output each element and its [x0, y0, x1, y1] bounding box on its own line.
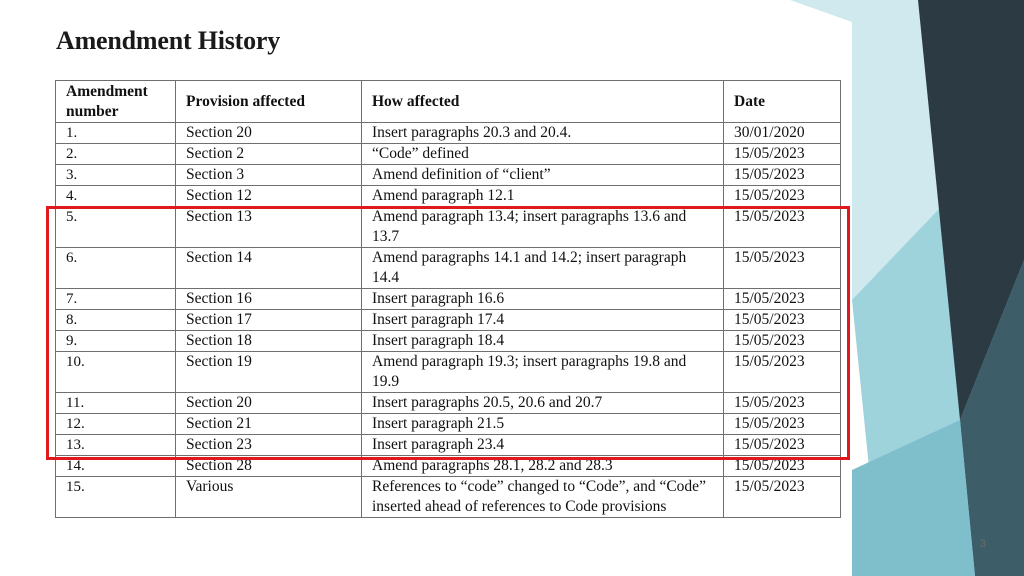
amendment-number-cell: 1.	[55, 122, 176, 144]
date-cell: 15/05/2023	[723, 206, 841, 248]
amendment-number-cell: 4.	[55, 185, 176, 207]
header-provision-affected: Provision affected	[175, 80, 362, 123]
date-cell: 30/01/2020	[723, 122, 841, 144]
amendment-number-cell: 3.	[55, 164, 176, 186]
red-highlight-box	[46, 206, 850, 460]
provision-cell: Section 28	[175, 455, 362, 477]
date-cell: 15/05/2023	[723, 330, 841, 352]
provision-cell: Section 18	[175, 330, 362, 352]
how-affected-cell: Insert paragraphs 20.3 and 20.4.	[361, 122, 724, 144]
header-amendment-number: Amendment number	[55, 80, 176, 123]
table-row: 5. Section 13 Amend paragraph 13.4; inse…	[55, 206, 841, 248]
table-row: 15. Various References to “code” changed…	[55, 476, 841, 518]
table-row: 1. Section 20 Insert paragraphs 20.3 and…	[55, 122, 841, 144]
table-row: 2. Section 2 “Code” defined 15/05/2023	[55, 143, 841, 165]
provision-cell: Section 23	[175, 434, 362, 456]
provision-cell: Section 3	[175, 164, 362, 186]
provision-cell: Section 14	[175, 247, 362, 289]
date-cell: 15/05/2023	[723, 288, 841, 310]
table-row: 3. Section 3 Amend definition of “client…	[55, 164, 841, 186]
provision-cell: Section 20	[175, 122, 362, 144]
how-affected-cell: “Code” defined	[361, 143, 724, 165]
date-cell: 15/05/2023	[723, 476, 841, 518]
decor-shape-mid-teal	[852, 420, 975, 576]
table-row: 7. Section 16 Insert paragraph 16.6 15/0…	[55, 288, 841, 310]
date-cell: 15/05/2023	[723, 392, 841, 414]
decor-shape-dark-band	[918, 0, 1024, 420]
table-row: 13. Section 23 Insert paragraph 23.4 15/…	[55, 434, 841, 456]
how-affected-cell: Amend paragraph 12.1	[361, 185, 724, 207]
header-how-affected: How affected	[361, 80, 724, 123]
slide-title: Amendment History	[56, 26, 281, 55]
how-affected-cell: Insert paragraph 16.6	[361, 288, 724, 310]
how-affected-cell: References to “code” changed to “Code”, …	[361, 476, 724, 518]
table-row: 4. Section 12 Amend paragraph 12.1 15/05…	[55, 185, 841, 207]
header-date: Date	[723, 80, 841, 123]
amendment-number-cell: 2.	[55, 143, 176, 165]
date-cell: 15/05/2023	[723, 247, 841, 289]
date-cell: 15/05/2023	[723, 164, 841, 186]
how-affected-cell: Amend definition of “client”	[361, 164, 724, 186]
amendment-number-cell: 10.	[55, 351, 176, 393]
date-cell: 15/05/2023	[723, 309, 841, 331]
table-row: 6. Section 14 Amend paragraphs 14.1 and …	[55, 247, 841, 289]
table-header-row: Amendment number Provision affected How …	[55, 80, 841, 123]
provision-cell: Various	[175, 476, 362, 518]
how-affected-cell: Insert paragraph 21.5	[361, 413, 724, 435]
provision-cell: Section 12	[175, 185, 362, 207]
table-row: 11. Section 20 Insert paragraphs 20.5, 2…	[55, 392, 841, 414]
date-cell: 15/05/2023	[723, 185, 841, 207]
provision-cell: Section 16	[175, 288, 362, 310]
provision-cell: Section 21	[175, 413, 362, 435]
amendment-history-table: Amendment number Provision affected How …	[55, 80, 841, 518]
date-cell: 15/05/2023	[723, 143, 841, 165]
provision-cell: Section 2	[175, 143, 362, 165]
how-affected-cell: Insert paragraphs 20.5, 20.6 and 20.7	[361, 392, 724, 414]
date-cell: 15/05/2023	[723, 434, 841, 456]
amendment-number-cell: 15.	[55, 476, 176, 518]
how-affected-cell: Amend paragraphs 14.1 and 14.2; insert p…	[361, 247, 724, 289]
page-number: 3	[980, 538, 987, 550]
how-affected-cell: Amend paragraph 13.4; insert paragraphs …	[361, 206, 724, 248]
decor-shape-slate	[960, 260, 1024, 576]
